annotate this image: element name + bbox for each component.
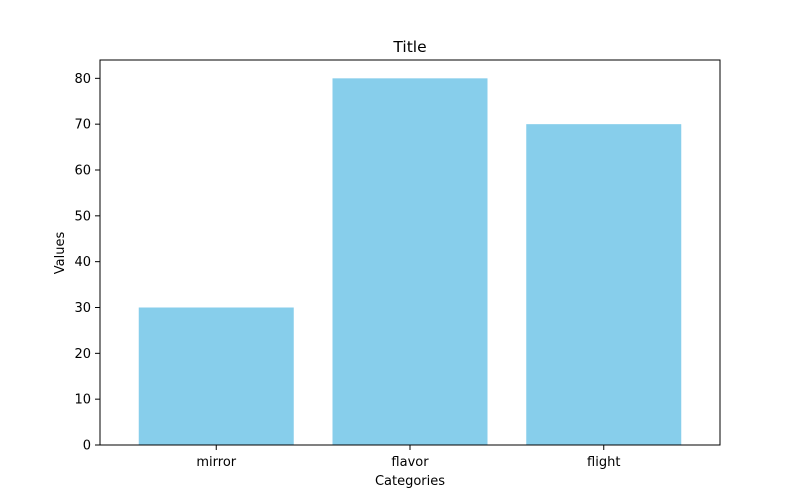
x-tick-label: flight (587, 455, 620, 470)
y-axis-label: Values (53, 232, 68, 275)
bar-flight (526, 124, 682, 446)
ticks-layer: mirror flavor flight 0 10 20 30 40 50 60 70 80 (74, 72, 620, 470)
bar-mirror (138, 307, 294, 445)
y-tick-label: 30 (74, 301, 91, 316)
y-tick-label: 40 (74, 255, 91, 270)
x-axis-label: Categories (375, 474, 445, 489)
chart-title: Title (392, 38, 426, 56)
x-tick-label: mirror (196, 455, 236, 470)
bars-layer (138, 78, 682, 446)
y-tick-label: 50 (74, 209, 91, 224)
plot-frame (99, 59, 721, 446)
y-tick-label: 20 (74, 347, 91, 362)
y-tick-label: 80 (74, 72, 91, 87)
bar-flavor (332, 78, 488, 445)
y-tick-label: 0 (83, 439, 91, 454)
y-tick-label: 60 (74, 164, 91, 179)
x-tick-label: flavor (391, 455, 429, 470)
y-tick-label: 70 (74, 118, 91, 133)
y-tick-label: 10 (74, 393, 91, 408)
